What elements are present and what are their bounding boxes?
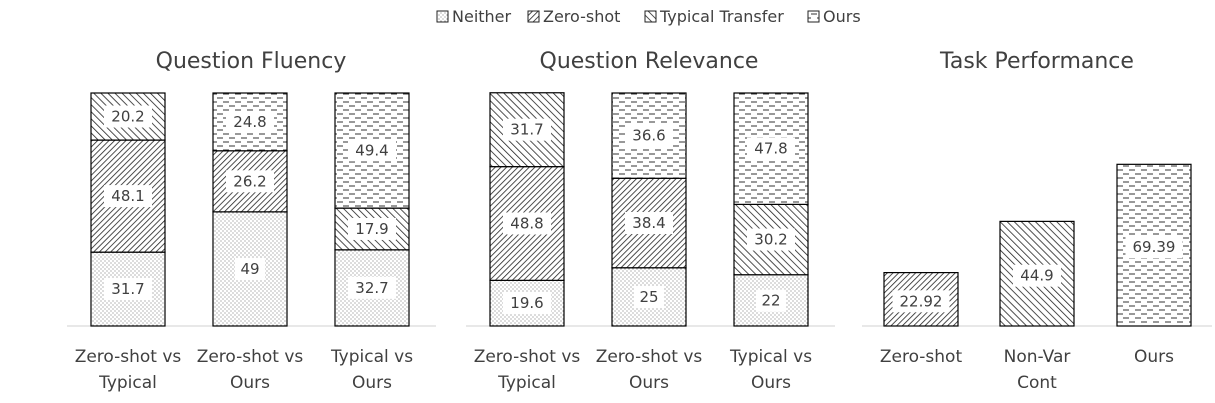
data-label-bg xyxy=(747,137,795,160)
category-label: Typical vs Ours xyxy=(729,347,812,393)
legend: Neither Zero-shot Typical Transfer Ours xyxy=(436,7,861,26)
data-label-bg xyxy=(892,290,950,313)
data-label: 69.39 xyxy=(1133,238,1176,256)
data-label: 19.6 xyxy=(510,294,543,312)
stacked-bar: 19.6 48.8 31.7 xyxy=(489,92,565,327)
data-label-bg xyxy=(1125,236,1183,259)
data-label: 32.7 xyxy=(355,279,388,297)
panel-task-performance: Task Performance Zero-shot Non-Var Cont Ours… xyxy=(862,49,1212,393)
category-label: Zero-shot vs Ours xyxy=(197,347,304,393)
data-label: 24.8 xyxy=(233,113,266,131)
data-label-bg xyxy=(348,217,396,240)
data-label: 26.2 xyxy=(233,172,266,190)
legend-label-neither: Neither xyxy=(452,7,512,26)
data-label: 49 xyxy=(240,260,259,278)
data-label-bg xyxy=(503,212,551,235)
data-label-bg xyxy=(226,110,274,133)
data-label-bg xyxy=(348,276,396,299)
data-label-bg xyxy=(348,139,396,162)
stacked-bar: 22 30.2 47.8 xyxy=(733,92,809,327)
category-label: Typical vs Ours xyxy=(330,347,413,393)
legend-item-neither: Neither xyxy=(436,7,512,26)
data-label-bg xyxy=(625,212,673,235)
stacked-bar: 49 26.2 24.8 xyxy=(212,92,288,327)
data-label: 22 xyxy=(761,291,780,309)
chart-panels: Question Fluency Zero-shot vs Typical Zero-… xyxy=(67,49,1212,393)
data-label: 48.8 xyxy=(510,214,543,232)
data-label: 31.7 xyxy=(510,121,543,139)
data-label: 38.4 xyxy=(632,214,665,232)
data-label: 20.2 xyxy=(111,108,144,126)
legend-label-typical-transfer: Typical Transfer xyxy=(659,7,784,26)
data-label-bg xyxy=(226,170,274,193)
data-label-bg xyxy=(1013,264,1061,287)
category-label: Non-Var Cont xyxy=(1004,347,1071,393)
panel-question-relevance: Question Relevance Zero-shot vs Typical Zer… xyxy=(466,49,835,393)
legend-item-ours: Ours xyxy=(807,7,861,26)
data-label-bg xyxy=(625,124,673,147)
data-label-bg xyxy=(235,257,265,280)
panel-title: Question Relevance xyxy=(540,49,759,74)
data-label: 44.9 xyxy=(1020,267,1053,285)
data-label: 22.92 xyxy=(900,292,943,310)
data-label-bg xyxy=(756,289,786,312)
legend-label-ours: Ours xyxy=(823,7,861,26)
data-label: 30.2 xyxy=(754,231,787,249)
data-label-bg xyxy=(634,285,664,308)
legend-item-typical-transfer: Typical Transfer xyxy=(644,7,784,26)
legend-swatch-ours xyxy=(807,10,820,23)
data-label-bg xyxy=(503,292,551,315)
data-label: 47.8 xyxy=(754,140,787,158)
data-label: 49.4 xyxy=(355,142,388,160)
category-label: Zero-shot vs Typical xyxy=(75,347,182,393)
legend-label-zero-shot: Zero-shot xyxy=(543,7,620,26)
data-label: 17.9 xyxy=(355,220,388,238)
data-label-bg xyxy=(104,105,152,128)
category-label: Zero-shot vs Ours xyxy=(596,347,703,393)
data-label: 31.7 xyxy=(111,280,144,298)
bar: 22.92 xyxy=(883,271,959,327)
data-label-bg xyxy=(503,118,551,141)
legend-swatch-zero-shot xyxy=(527,10,540,23)
panel-title: Task Performance xyxy=(939,49,1134,74)
stacked-bar: 31.7 48.1 20.2 xyxy=(90,92,166,327)
stacked-bar: 32.7 17.9 49.4 xyxy=(334,92,410,327)
category-label: Zero-shot vs Typical xyxy=(474,347,581,393)
data-label: 48.1 xyxy=(111,187,144,205)
data-label-bg xyxy=(104,185,152,208)
data-label-bg xyxy=(104,278,152,301)
panel-question-fluency: Question Fluency Zero-shot vs Typical Zero-… xyxy=(67,49,436,393)
data-label: 25 xyxy=(639,288,658,306)
bar: 44.9 xyxy=(999,220,1075,327)
stacked-bar: 25 38.4 36.6 xyxy=(611,92,687,327)
category-label: Ours xyxy=(1134,347,1174,367)
legend-swatch-neither xyxy=(436,10,449,23)
bar: 69.39 xyxy=(1116,163,1192,327)
legend-swatch-typical-transfer xyxy=(644,10,657,23)
data-label: 36.6 xyxy=(632,127,665,145)
category-label: Zero-shot xyxy=(880,347,963,367)
data-label-bg xyxy=(747,228,795,251)
legend-item-zero-shot: Zero-shot xyxy=(527,7,620,26)
panel-title: Question Fluency xyxy=(156,49,347,74)
